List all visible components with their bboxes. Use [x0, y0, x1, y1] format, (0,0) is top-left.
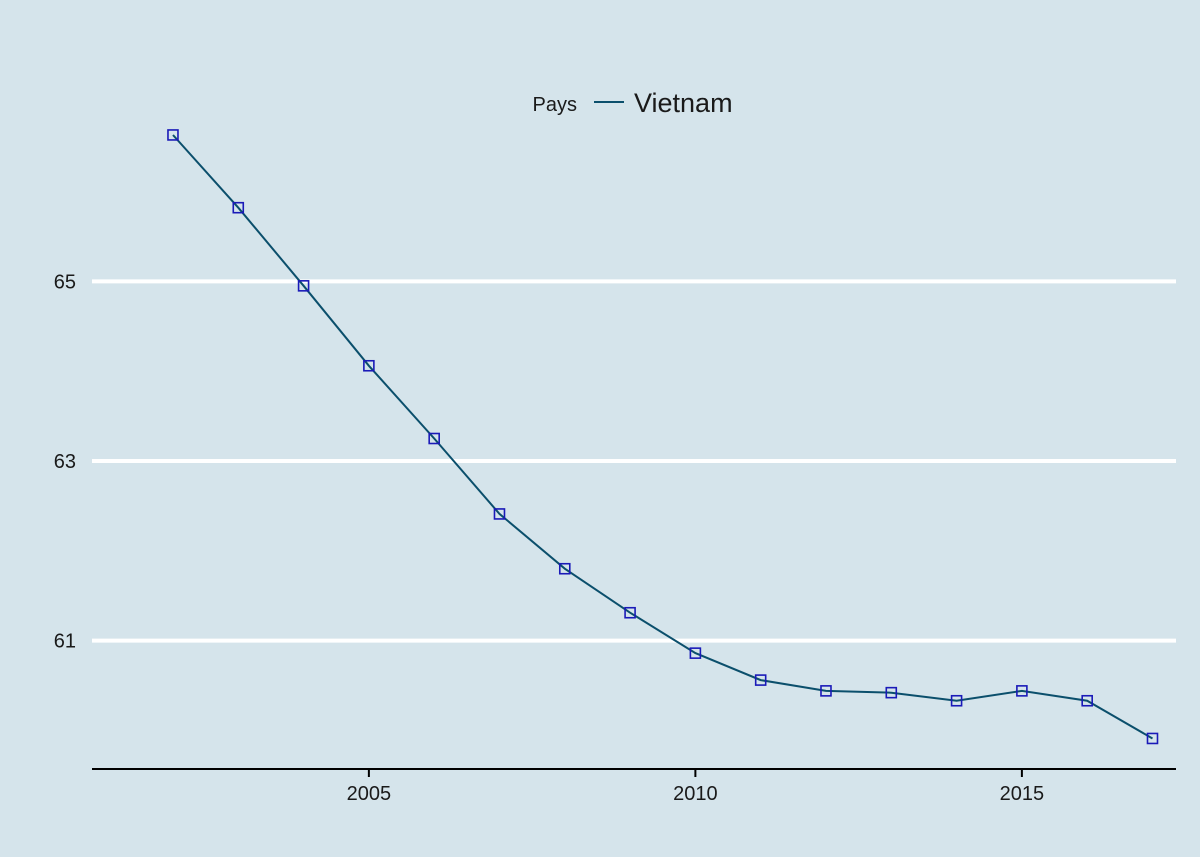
data-point-2011 [754, 674, 767, 686]
gridlines [92, 279, 1176, 643]
data-point-2002 [167, 129, 179, 141]
data-point-2004 [297, 280, 310, 292]
series-markers-vietnam [167, 129, 1159, 745]
y-tick-label-63: 63 [54, 451, 76, 473]
data-point-2012 [820, 685, 832, 697]
data-point-2015 [1016, 685, 1028, 697]
series-line-vietnam [172, 134, 1154, 740]
y-tick-label-61: 61 [54, 631, 76, 653]
data-point-2009 [624, 606, 636, 619]
data-point-2014 [950, 694, 963, 707]
data-point-2005 [363, 359, 375, 372]
y-tick-label-65: 65 [54, 271, 76, 293]
x-tick-label-2005: 2005 [347, 783, 392, 805]
legend: Pays Vietnam [533, 88, 733, 118]
data-point-2010 [689, 647, 702, 659]
x-axis-ticks: 2005 2010 2015 [347, 769, 1045, 805]
legend-title: Pays [533, 94, 577, 116]
data-point-2016 [1081, 694, 1093, 707]
data-point-2017 [1146, 732, 1159, 745]
x-tick-label-2010: 2010 [673, 783, 718, 805]
data-point-2008 [558, 562, 571, 575]
data-point-2006 [428, 432, 440, 445]
series-layer [167, 129, 1159, 745]
x-tick-label-2015: 2015 [1000, 783, 1045, 805]
y-axis-ticks: 61 63 65 [54, 271, 76, 652]
legend-entry-vietnam: Vietnam [634, 88, 733, 118]
data-point-2003 [232, 201, 245, 214]
data-point-2013 [885, 686, 898, 699]
data-point-2007 [493, 508, 506, 520]
